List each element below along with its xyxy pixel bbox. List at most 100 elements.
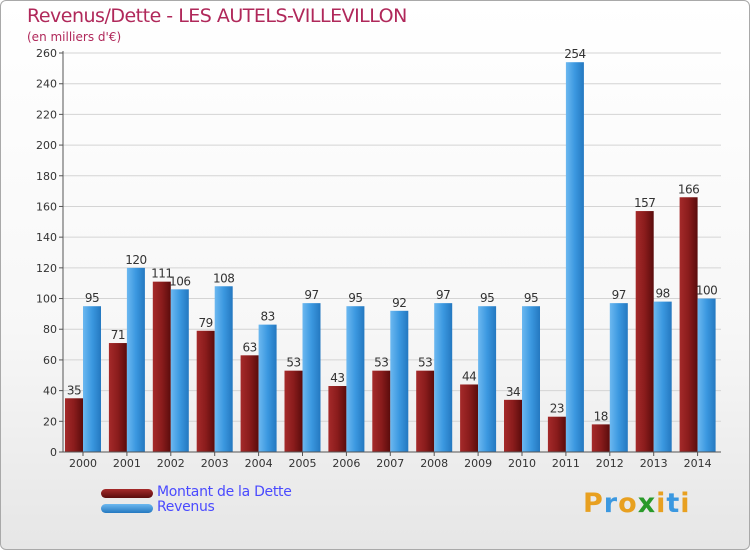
bar-revenus bbox=[126, 267, 145, 452]
bar-dette bbox=[240, 355, 259, 452]
chart-title: Revenus/Dette - LES AUTELS-VILLEVILLON bbox=[27, 5, 407, 27]
data-label-revenus: 95 bbox=[348, 291, 362, 305]
y-tick-label: 100 bbox=[36, 293, 57, 306]
legend-swatch-dette bbox=[101, 489, 153, 498]
y-tick-label: 200 bbox=[36, 139, 57, 152]
y-axis: 0 20 40 60 80 100 120 140 160 180 200 220 240 260 bbox=[36, 47, 64, 459]
bar-revenus bbox=[478, 306, 497, 452]
x-tick-label: 2004 bbox=[245, 457, 273, 470]
x-tick-label: 2013 bbox=[640, 457, 668, 470]
bar-revenus bbox=[434, 303, 453, 452]
bar-revenus bbox=[522, 306, 540, 452]
data-label-revenus: 95 bbox=[480, 291, 494, 305]
data-label-dette: 44 bbox=[462, 369, 476, 383]
data-label-revenus: 100 bbox=[696, 284, 717, 298]
data-label-revenus: 97 bbox=[436, 288, 450, 302]
x-tick-label: 2006 bbox=[332, 457, 360, 470]
data-label-dette: 23 bbox=[550, 402, 564, 416]
data-label-revenus: 92 bbox=[392, 296, 406, 310]
bar-dette bbox=[152, 281, 171, 452]
data-label-revenus: 95 bbox=[524, 291, 538, 305]
data-label-revenus: 97 bbox=[304, 288, 318, 302]
legend-label-revenus: Revenus bbox=[157, 499, 215, 515]
logo-letter: P bbox=[583, 488, 604, 519]
y-tick-label: 40 bbox=[43, 385, 57, 398]
proxiti-logo: Proxiti bbox=[583, 488, 691, 519]
data-label-dette: 53 bbox=[418, 356, 432, 370]
logo-letter: r bbox=[603, 488, 619, 519]
x-tick-label: 2014 bbox=[684, 457, 712, 470]
x-tick-label: 2010 bbox=[508, 457, 536, 470]
bar-revenus bbox=[346, 306, 365, 452]
logo-letter: x bbox=[637, 488, 657, 519]
bar-dette bbox=[284, 370, 303, 452]
logo-letter: i bbox=[680, 488, 691, 519]
data-label-revenus: 83 bbox=[260, 310, 274, 324]
logo-letter: o bbox=[618, 488, 638, 519]
data-label-dette: 111 bbox=[151, 267, 172, 281]
bar-dette bbox=[591, 424, 610, 452]
bar-dette bbox=[460, 384, 479, 452]
x-tick-label: 2002 bbox=[157, 457, 185, 470]
chart-subtitle: (en milliers d'€) bbox=[27, 30, 122, 44]
x-tick-label: 2011 bbox=[552, 457, 580, 470]
x-tick-label: 2012 bbox=[596, 457, 624, 470]
data-label-dette: 18 bbox=[594, 409, 608, 423]
y-tick-label: 0 bbox=[50, 446, 57, 459]
bar-revenus bbox=[697, 298, 716, 452]
y-tick-label: 20 bbox=[43, 415, 57, 428]
data-label-revenus: 106 bbox=[169, 274, 190, 288]
y-tick-label: 80 bbox=[43, 323, 57, 336]
x-tick-label: 2005 bbox=[289, 457, 317, 470]
data-label-revenus: 95 bbox=[85, 291, 99, 305]
bar-revenus bbox=[302, 303, 321, 452]
data-label-revenus: 97 bbox=[612, 288, 626, 302]
y-tick-label: 240 bbox=[36, 78, 57, 91]
bar-dette bbox=[547, 416, 566, 452]
y-tick-label: 120 bbox=[36, 262, 57, 275]
data-label-dette: 71 bbox=[111, 328, 125, 342]
x-tick-label: 2000 bbox=[69, 457, 97, 470]
data-label-dette: 34 bbox=[506, 385, 520, 399]
bar-dette bbox=[108, 343, 127, 452]
bar-dette bbox=[679, 197, 698, 452]
data-label-dette: 53 bbox=[374, 356, 388, 370]
data-label-revenus: 254 bbox=[564, 47, 585, 61]
bar-dette bbox=[416, 370, 435, 452]
y-tick-label: 160 bbox=[36, 200, 57, 213]
data-label-revenus: 108 bbox=[213, 271, 234, 285]
x-tick-label: 2007 bbox=[376, 457, 404, 470]
data-label-dette: 63 bbox=[242, 340, 256, 354]
bar-revenus bbox=[390, 310, 409, 452]
x-tick-label: 2009 bbox=[464, 457, 492, 470]
data-label-dette: 35 bbox=[67, 383, 81, 397]
bar-revenus bbox=[653, 301, 672, 452]
data-label-dette: 166 bbox=[678, 182, 699, 196]
y-tick-label: 180 bbox=[36, 170, 57, 183]
data-label-dette: 79 bbox=[199, 316, 213, 330]
logo-letter: t bbox=[666, 488, 681, 519]
bar-dette bbox=[65, 398, 83, 452]
bar-revenus bbox=[214, 286, 233, 452]
bar-revenus bbox=[170, 289, 189, 452]
y-tick-label: 60 bbox=[43, 354, 57, 367]
bar-revenus bbox=[258, 324, 277, 452]
bar-dette bbox=[635, 211, 654, 452]
y-tick-label: 140 bbox=[36, 231, 57, 244]
bar-dette bbox=[504, 399, 522, 452]
x-tick-label: 2003 bbox=[201, 457, 229, 470]
bar-revenus bbox=[565, 62, 584, 452]
bar-revenus bbox=[609, 303, 628, 452]
data-label-dette: 43 bbox=[330, 371, 344, 385]
y-tick-label: 260 bbox=[36, 47, 57, 60]
x-tick-label: 2008 bbox=[420, 457, 448, 470]
bar-dette bbox=[196, 330, 215, 452]
y-tick-label: 220 bbox=[36, 108, 57, 121]
logo-letter: i bbox=[656, 488, 667, 519]
legend-swatch-revenus bbox=[101, 504, 153, 513]
x-tick-label: 2001 bbox=[113, 457, 141, 470]
bar-revenus bbox=[83, 306, 101, 452]
